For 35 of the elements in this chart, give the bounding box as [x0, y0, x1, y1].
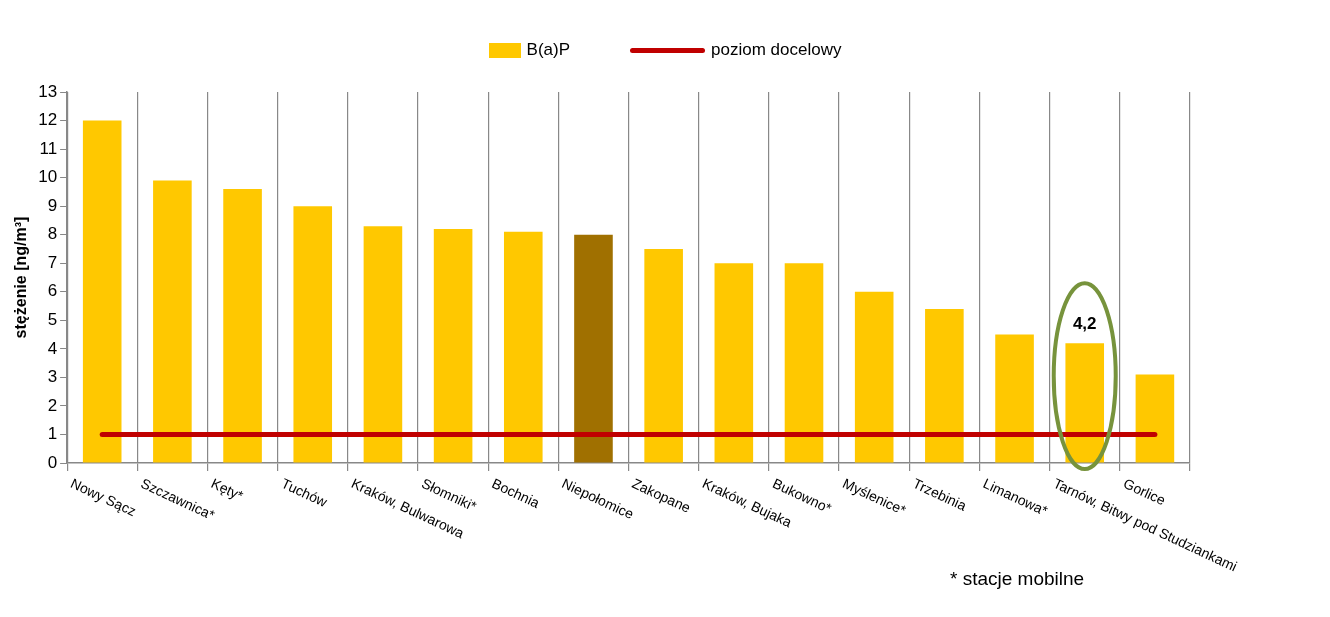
y-axis-title: stężenie [ng/m³]: [12, 216, 30, 339]
y-tick-label: 11: [39, 138, 58, 158]
bar: [714, 263, 754, 463]
bar: [223, 189, 262, 463]
y-tick-label: 1: [47, 424, 58, 444]
y-tick-label: 7: [47, 252, 58, 272]
y-tick-label: 2: [47, 395, 58, 415]
y-tick-label: 13: [38, 81, 58, 101]
y-tick-label: 4: [47, 338, 58, 358]
bar: [995, 334, 1034, 463]
y-tick-label: 12: [38, 110, 58, 130]
y-tick-label: 0: [47, 452, 58, 472]
text: 4,2: [1072, 314, 1097, 334]
bar: [433, 228, 473, 463]
bar: [293, 206, 333, 463]
y-tick-label: 8: [47, 224, 58, 244]
legend-label: B(a)P: [526, 40, 571, 60]
y-tick-label: 5: [47, 310, 58, 329]
bar: [1065, 343, 1105, 463]
bar: [153, 180, 192, 463]
bar: [363, 226, 403, 463]
bar: [925, 308, 964, 463]
y-tick-label: 3: [47, 367, 58, 387]
bar: [503, 231, 543, 463]
legend-label: poziom docelowy: [711, 40, 842, 60]
y-tick-label: 10: [38, 167, 58, 187]
bar: [784, 263, 824, 463]
text: * stacje mobilne: [950, 568, 1085, 590]
bar: [854, 291, 894, 463]
bar: [574, 234, 613, 463]
y-tick-label: 6: [47, 281, 58, 301]
bar: [82, 120, 122, 463]
y-tick-label: 9: [47, 195, 58, 215]
bar: [1135, 374, 1175, 463]
bar: [644, 248, 683, 463]
